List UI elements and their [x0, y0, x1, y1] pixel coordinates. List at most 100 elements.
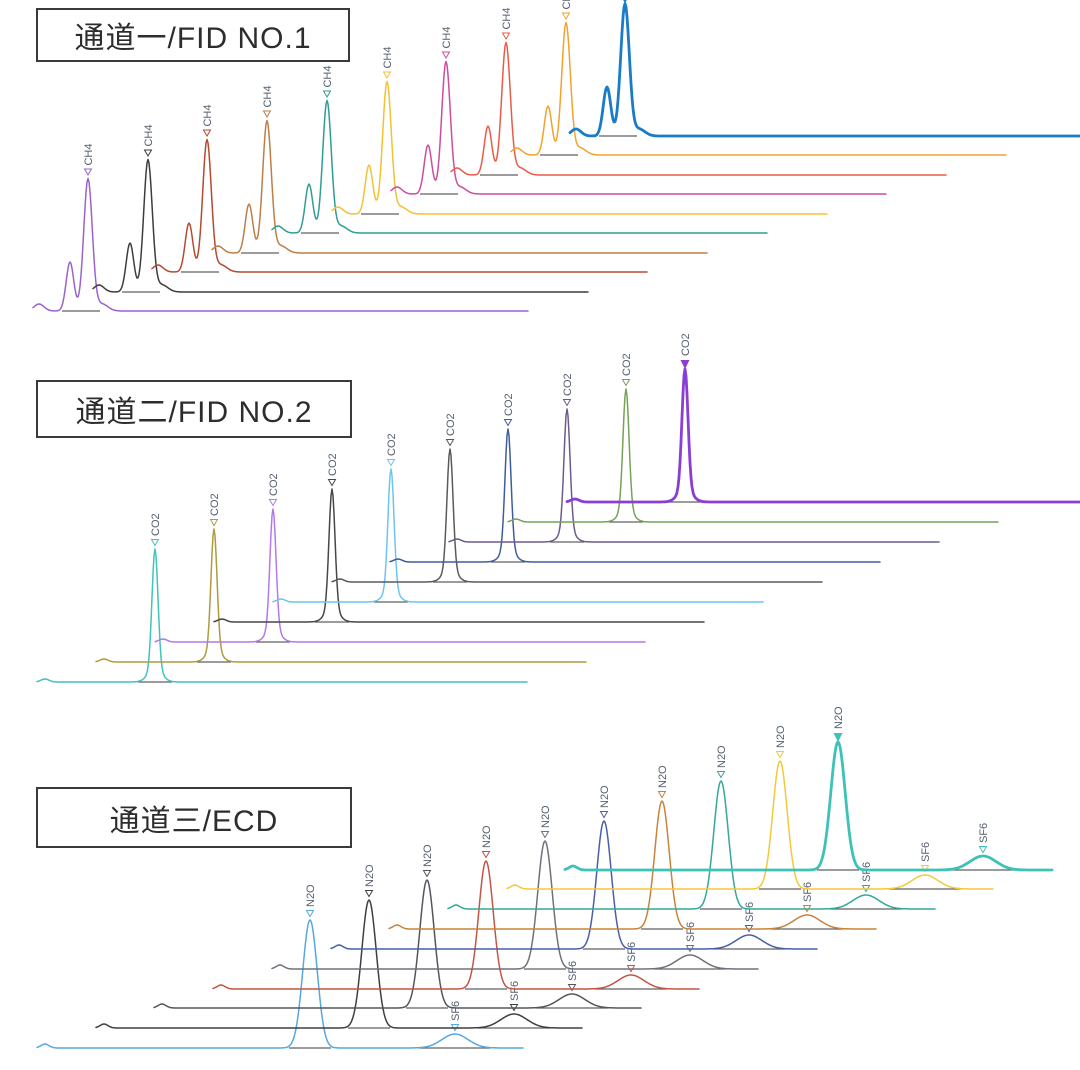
trace-line: [331, 448, 823, 583]
panel-2-title: 通道二/FID NO.2: [75, 396, 313, 429]
peak-label: SF6: [509, 981, 521, 1001]
panel-2-title-box: 通道二/FID NO.2: [36, 380, 352, 438]
trace-line: [212, 860, 700, 990]
peak-marker-open-triangle-icon: [305, 910, 315, 918]
peak-label: CH4: [143, 125, 155, 147]
peak-label: N2O: [833, 706, 845, 729]
trace-line: [95, 899, 583, 1029]
peak-label: CO2: [621, 353, 633, 376]
peak-label: CH4: [322, 66, 334, 88]
peak-label: SF6: [450, 1001, 462, 1021]
peak-label: CO2: [680, 333, 692, 356]
peak-label: N2O: [540, 805, 552, 828]
peak-label: CH4: [202, 105, 214, 127]
trace-line: [36, 919, 524, 1049]
peak-label: CO2: [445, 413, 457, 436]
trace-line: [153, 879, 642, 1009]
peak-label: SF6: [685, 922, 697, 942]
peak-label: CO2: [386, 433, 398, 456]
peak-label: N2O: [599, 785, 611, 808]
trace-line: [272, 468, 764, 603]
trace-line: [565, 367, 1080, 504]
peak-label: CO2: [562, 373, 574, 396]
peak-marker-open-triangle-icon: [716, 771, 726, 779]
peak-marker-open-triangle-icon: [386, 459, 396, 467]
peak-marker-filled-triangle-icon: [680, 360, 690, 369]
peak-label: N2O: [364, 864, 376, 887]
panel-1-title-box: 通道一/FID NO.1: [36, 8, 350, 62]
peak-label: SF6: [802, 882, 814, 902]
peak-label: N2O: [422, 844, 434, 867]
trace-line: [36, 548, 528, 683]
channel-2-fid-no2: CO2 CO2 CO2 CO2 CO2 CO2 CO2 CO2 CO2 CO2: [36, 333, 1080, 683]
peak-marker-open-triangle-icon: [540, 831, 550, 839]
peak-marker-filled-triangle-icon: [623, 0, 627, 4]
peak-label: SF6: [567, 961, 579, 981]
peak-marker-open-triangle-icon: [262, 110, 272, 119]
peak-marker-open-triangle-icon: [562, 399, 572, 407]
peak-marker-open-triangle-icon: [364, 890, 374, 898]
trace-line: [271, 99, 768, 234]
peak-label: CH4: [441, 27, 453, 49]
peak-marker-open-triangle-icon: [441, 51, 451, 60]
peak-label: CO2: [503, 393, 515, 416]
peak-marker-open-triangle-icon: [657, 791, 667, 799]
peak-marker-open-triangle-icon: [150, 539, 160, 547]
trace-line: [506, 760, 994, 890]
peak-marker-open-triangle-icon: [202, 129, 212, 138]
trace-line: [448, 408, 940, 543]
trace-line: [507, 388, 999, 523]
channel-3-ecd: N2O SF6 N2O SF6 N2O SF6 N2O SF6 N2O SF6 N2O SF6 N2O S…: [36, 706, 1054, 1049]
peak-label: CH4: [501, 8, 513, 30]
peak-label: CH4: [561, 0, 573, 10]
peak-marker-open-triangle-icon: [422, 870, 432, 878]
trace-line: [32, 177, 529, 312]
peak-label: SF6: [861, 862, 873, 882]
peak-label: CH4: [83, 144, 95, 166]
peak-marker-open-triangle-icon: [920, 865, 930, 873]
peak-label: N2O: [775, 725, 787, 748]
peak-marker-open-triangle-icon: [599, 811, 609, 819]
peak-marker-open-triangle-icon: [445, 439, 455, 447]
peak-marker-open-triangle-icon: [567, 984, 577, 992]
trace-line: [92, 158, 589, 293]
peak-marker-open-triangle-icon: [143, 149, 153, 158]
trace-line: [389, 428, 881, 563]
peak-marker-open-triangle-icon: [322, 90, 332, 99]
peak-marker-open-triangle-icon: [268, 499, 278, 507]
trace-line: [95, 528, 587, 663]
peak-label: N2O: [481, 825, 493, 848]
peak-marker-open-triangle-icon: [83, 168, 93, 177]
peak-label: SF6: [626, 942, 638, 962]
trace-line: [154, 508, 646, 643]
peak-marker-open-triangle-icon: [481, 851, 491, 859]
trace-line: [331, 80, 828, 215]
peak-label: N2O: [305, 884, 317, 907]
trace-line: [330, 820, 818, 950]
trace-line: [271, 840, 759, 970]
peak-label: CO2: [268, 473, 280, 496]
trace-line: [510, 21, 1007, 156]
peak-label: N2O: [716, 745, 728, 768]
peak-label: CO2: [150, 513, 162, 536]
peak-marker-open-triangle-icon: [382, 71, 392, 80]
peak-label: CH4: [382, 47, 394, 69]
peak-label: SF6: [978, 823, 990, 843]
peak-label: CO2: [327, 453, 339, 476]
channel-1-fid-no1: CH4CH4CH4CH4CH4CH4CH4CH4CH4CH4: [32, 0, 1080, 312]
trace-line: [390, 60, 887, 195]
trace-line: [568, 2, 1080, 138]
panel-1-title: 通道一/FID NO.1: [74, 22, 312, 55]
peak-label: N2O: [657, 765, 669, 788]
peak-label: SF6: [744, 902, 756, 922]
peak-marker-open-triangle-icon: [561, 12, 571, 21]
peak-marker-open-triangle-icon: [209, 519, 219, 527]
peak-label: CH4: [262, 86, 274, 108]
trace-line: [151, 138, 648, 273]
trace-line: [447, 780, 936, 910]
peak-marker-open-triangle-icon: [327, 479, 337, 487]
peak-marker-open-triangle-icon: [503, 419, 513, 427]
trace-line: [563, 740, 1054, 872]
